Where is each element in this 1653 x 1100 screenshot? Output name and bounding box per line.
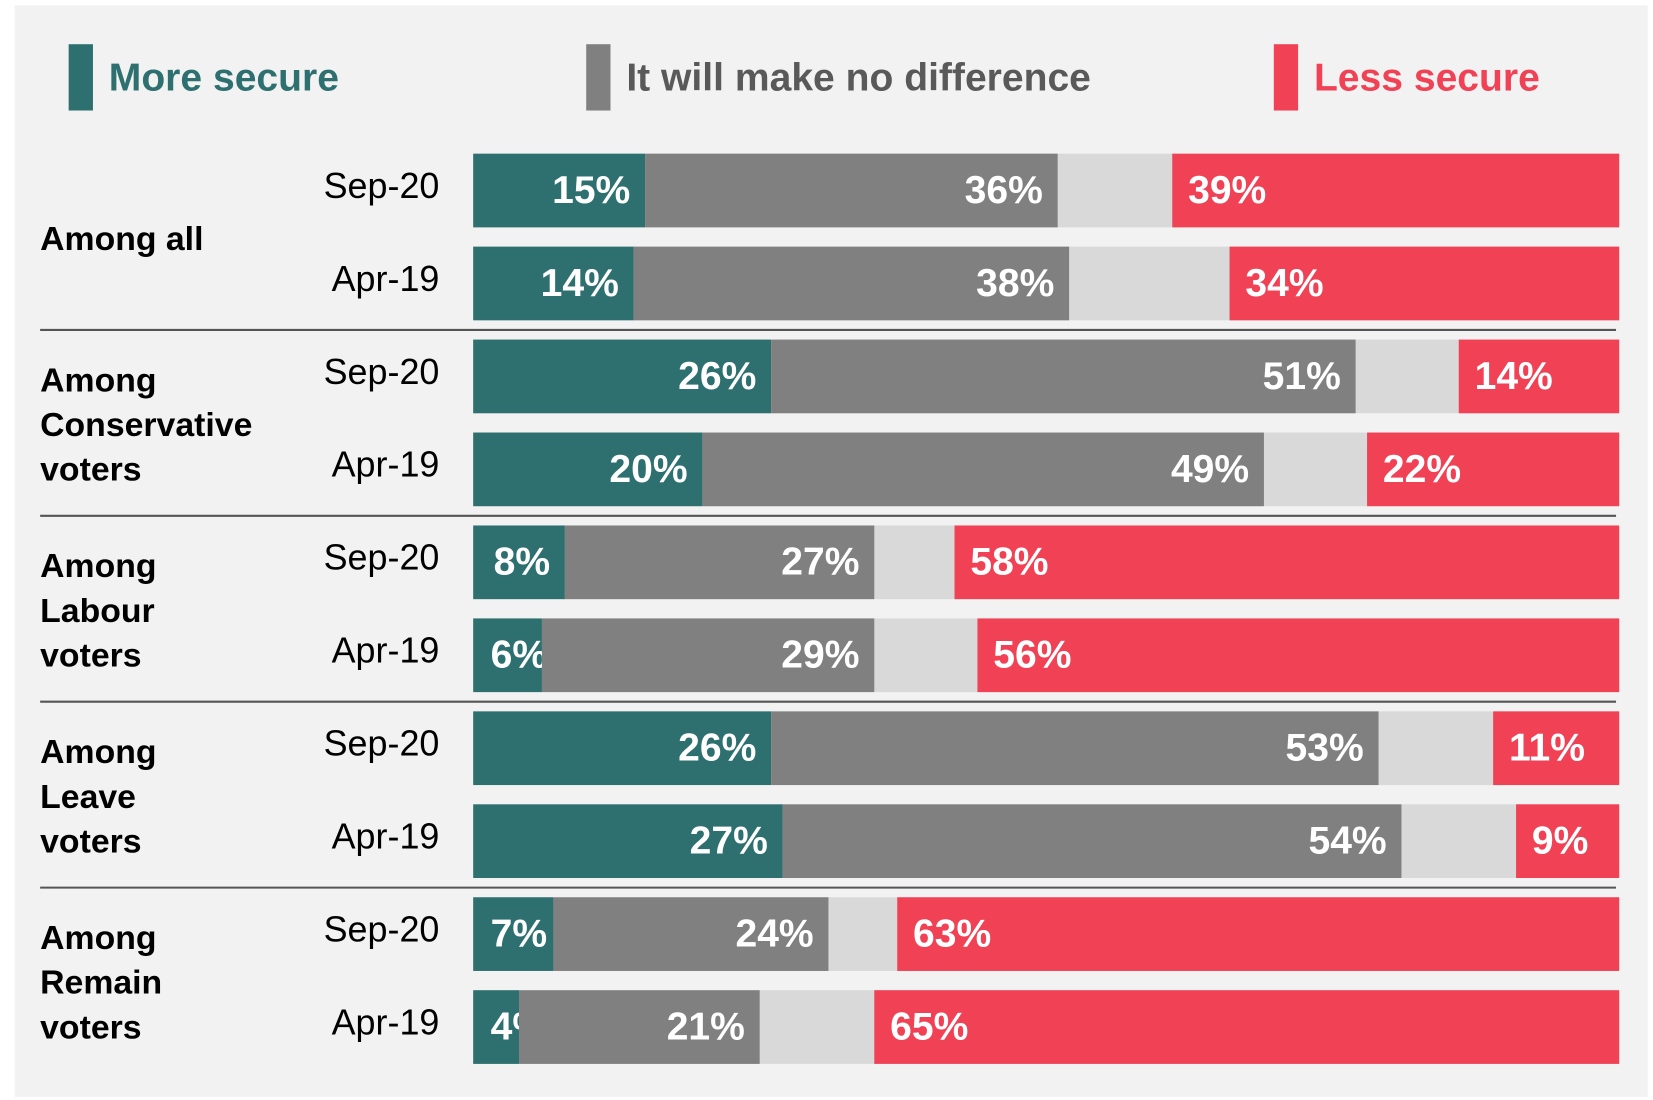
value-label: 63% bbox=[913, 913, 991, 956]
group-label: voters bbox=[40, 1008, 141, 1046]
category-label: Apr-19 bbox=[332, 259, 440, 299]
value-label: 21% bbox=[667, 1006, 745, 1049]
value-label: 22% bbox=[1383, 448, 1461, 491]
value-label: 27% bbox=[781, 541, 859, 584]
value-label: 8% bbox=[494, 541, 550, 584]
value-label: 38% bbox=[976, 262, 1054, 305]
bar-segment bbox=[541, 618, 875, 693]
bar-segment bbox=[954, 525, 1620, 600]
legend-swatch bbox=[68, 44, 93, 111]
bar-segment bbox=[473, 153, 646, 228]
group-label: voters bbox=[40, 637, 141, 675]
bar-segment bbox=[473, 246, 634, 321]
bar-segment bbox=[564, 525, 875, 600]
category-label: Sep-20 bbox=[324, 166, 440, 206]
bar-segment bbox=[633, 246, 1070, 321]
bar-segment bbox=[473, 804, 783, 878]
value-label: 14% bbox=[1475, 355, 1553, 398]
group-label: voters bbox=[40, 823, 141, 861]
bar-segment bbox=[473, 897, 554, 971]
group-label: voters bbox=[40, 451, 141, 489]
value-label: 56% bbox=[993, 634, 1071, 677]
bar-segment bbox=[977, 618, 1620, 693]
bar-segment bbox=[473, 339, 772, 414]
category-label: Apr-19 bbox=[332, 817, 440, 857]
group-label: Remain bbox=[40, 964, 162, 1002]
value-label: 9% bbox=[1532, 820, 1588, 863]
value-label: 15% bbox=[552, 169, 630, 212]
value-label: 7% bbox=[491, 913, 547, 956]
value-label: 11% bbox=[1509, 727, 1585, 770]
bar-segment bbox=[702, 432, 1264, 507]
bar-segment bbox=[553, 897, 829, 971]
value-label: 24% bbox=[735, 913, 813, 956]
legend-label: More secure bbox=[109, 56, 339, 99]
group-label: Among bbox=[40, 733, 156, 771]
group-label: Conservative bbox=[40, 406, 252, 444]
legend-label: Less secure bbox=[1314, 56, 1540, 99]
bar-segment bbox=[1516, 804, 1620, 878]
group-label: Labour bbox=[40, 592, 155, 630]
bar-segment bbox=[473, 432, 703, 507]
bar-segment bbox=[771, 339, 1356, 414]
category-label: Apr-19 bbox=[332, 631, 440, 671]
value-label: 54% bbox=[1308, 820, 1386, 863]
legend-swatch bbox=[1273, 44, 1299, 111]
value-label: 53% bbox=[1286, 727, 1364, 770]
group-label: Leave bbox=[40, 778, 136, 816]
value-label: 58% bbox=[970, 541, 1048, 584]
category-label: Apr-19 bbox=[332, 1002, 440, 1042]
value-label: 26% bbox=[678, 727, 756, 770]
value-label: 6% bbox=[491, 634, 547, 677]
bar-segment bbox=[645, 153, 1058, 228]
bar-segment bbox=[897, 897, 1620, 971]
bar-segment bbox=[473, 990, 520, 1064]
value-label: 20% bbox=[609, 448, 687, 491]
bar-segment bbox=[1229, 246, 1620, 321]
value-label: 51% bbox=[1263, 355, 1341, 398]
category-label: Sep-20 bbox=[324, 352, 440, 392]
bar-segment bbox=[782, 804, 1402, 878]
group-label: Among all bbox=[40, 220, 203, 258]
group-label: Among bbox=[40, 919, 156, 957]
value-label: 14% bbox=[541, 262, 619, 305]
bar-segment bbox=[519, 990, 760, 1064]
value-label: 29% bbox=[781, 634, 859, 677]
bar-segment bbox=[874, 990, 1620, 1064]
legend-label: It will make no difference bbox=[626, 56, 1091, 99]
value-label: 26% bbox=[678, 355, 756, 398]
bar-segment bbox=[771, 711, 1379, 786]
bar-segment bbox=[1367, 432, 1620, 507]
value-label: 27% bbox=[690, 820, 768, 863]
bar-segment bbox=[1458, 339, 1620, 414]
value-label: 34% bbox=[1245, 262, 1323, 305]
value-label: 65% bbox=[890, 1006, 968, 1049]
bar-segment bbox=[1172, 153, 1620, 228]
legend-swatch bbox=[586, 44, 611, 111]
bar-segment bbox=[473, 711, 772, 786]
category-label: Sep-20 bbox=[324, 724, 440, 764]
category-label: Apr-19 bbox=[332, 445, 440, 485]
group-label: Among bbox=[40, 361, 156, 399]
value-label: 36% bbox=[965, 169, 1043, 212]
category-label: Sep-20 bbox=[324, 910, 440, 950]
value-label: 49% bbox=[1171, 448, 1249, 491]
category-label: Sep-20 bbox=[324, 538, 440, 578]
group-label: Among bbox=[40, 547, 156, 585]
bar-segment bbox=[1493, 711, 1620, 786]
bar-segment bbox=[473, 525, 565, 600]
value-label: 39% bbox=[1188, 169, 1266, 212]
bar-segment bbox=[473, 618, 542, 693]
